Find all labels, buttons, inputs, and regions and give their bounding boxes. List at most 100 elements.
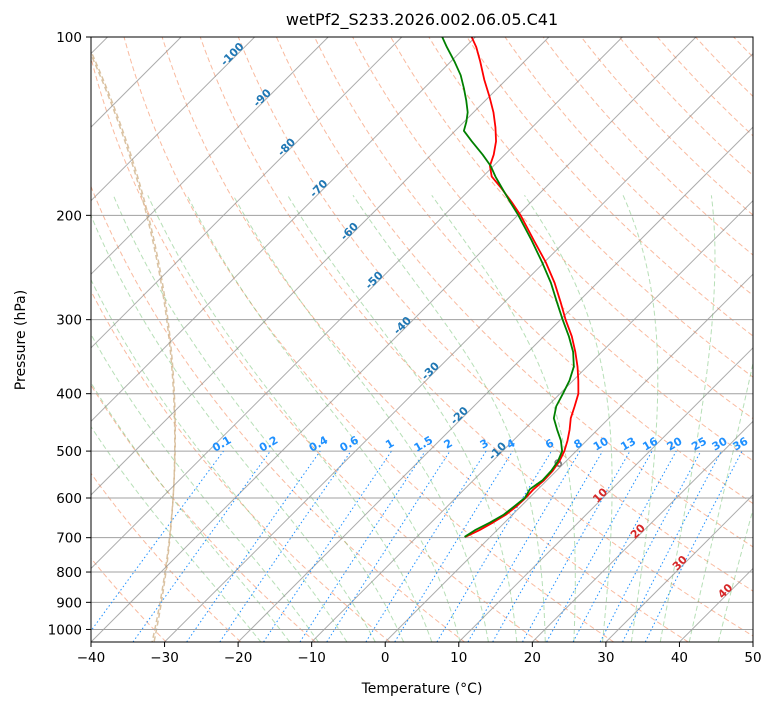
x-tick-label: 30 — [597, 650, 614, 666]
x-tick-label: 20 — [524, 650, 541, 666]
x-tick-label: 0 — [381, 650, 390, 666]
moist-adiabat — [91, 381, 291, 642]
isotherm — [91, 37, 403, 349]
mixing-ratio-line — [522, 450, 631, 642]
plot-frame — [90, 36, 754, 643]
x-tick-label: −30 — [150, 650, 179, 666]
dry-adiabat — [91, 557, 167, 642]
isotherm-label: -30 — [419, 359, 442, 382]
isotherm — [91, 37, 550, 496]
dry-adiabat — [91, 384, 316, 642]
y-tick-label: 1000 — [48, 622, 82, 638]
isotherm — [237, 126, 753, 642]
y-tick-label: 300 — [56, 313, 82, 329]
mixing-ratio-labels: 0.1 0.2 0.4 0.6 1 1.5 2 3 4 6 8 10 13 16 20 25 30 36 — [210, 433, 750, 454]
moist-adiabat — [717, 507, 753, 642]
isotherm-label: -20 — [448, 404, 471, 427]
sounding-profiles — [441, 37, 580, 538]
moist-adiabat — [147, 195, 433, 642]
dry-adiabat — [428, 37, 753, 378]
dry-adiabat — [390, 37, 753, 420]
mixing-ratio-label: 6 — [543, 436, 556, 451]
x-tick-label: −20 — [224, 650, 253, 666]
mixing-ratio-line — [263, 450, 392, 642]
dry-adiabat — [161, 37, 689, 642]
dry-adiabat — [275, 37, 753, 548]
moist-adiabat — [91, 333, 319, 642]
isotherm — [311, 199, 753, 642]
y-tick-label: 400 — [56, 387, 82, 403]
y-tick-label: 500 — [56, 444, 82, 460]
moist-adiabat — [232, 195, 489, 642]
isotherm-label: -40 — [391, 314, 414, 337]
isotherm — [531, 420, 753, 642]
isotherm — [91, 37, 476, 423]
moist-adiabat — [659, 195, 716, 642]
isotherm-label: -80 — [275, 135, 298, 158]
isotherm-label: -50 — [362, 269, 385, 292]
y-tick-label: 700 — [56, 531, 82, 547]
isotherm — [91, 37, 256, 202]
dry-adiabat — [657, 37, 753, 137]
isotherm-label: 20 — [628, 521, 648, 541]
isotherm — [458, 347, 753, 642]
mixing-ratio-line — [299, 450, 426, 642]
isotherm — [752, 641, 753, 642]
dry-adiabat — [237, 37, 753, 592]
mixing-ratio-line — [186, 450, 321, 642]
moist-adiabat — [524, 195, 613, 642]
y-tick-label: 800 — [56, 565, 82, 581]
dry-adiabat — [733, 37, 753, 58]
dry-adiabat — [542, 37, 753, 256]
x-tick-label: −40 — [77, 650, 106, 666]
mixing-ratio-line — [394, 450, 514, 642]
dry-adiabat — [91, 472, 242, 642]
y-tick-label: 100 — [56, 30, 82, 46]
y-tick-label: 900 — [56, 595, 82, 611]
x-tick-label: 50 — [744, 650, 761, 666]
dry-adiabat — [91, 185, 465, 642]
isotherm-label: -90 — [251, 86, 274, 109]
y-axis: 100 200 300 400 500 600 700 800 900 1000 — [48, 30, 91, 638]
temperature-profile — [464, 37, 580, 538]
background-lines — [91, 37, 753, 642]
isotherm — [384, 273, 753, 642]
y-tick-label: 200 — [56, 208, 82, 224]
dry-adiabat — [314, 37, 753, 505]
dry-adiabat — [695, 37, 753, 98]
x-tick-label: 10 — [450, 650, 467, 666]
x-tick-label: 40 — [671, 650, 688, 666]
dry-adiabat — [199, 37, 753, 637]
moist-adiabat — [688, 360, 753, 642]
mixing-ratio-line — [546, 450, 653, 642]
dewpoint-profile — [441, 37, 575, 538]
isotherm-label: 40 — [715, 581, 735, 601]
moist-adiabat — [287, 195, 518, 642]
isotherm — [605, 494, 753, 642]
isotherm — [91, 37, 623, 570]
moist-adiabat — [112, 195, 405, 642]
mixing-ratio-line — [436, 450, 552, 642]
x-tick-label: −10 — [297, 650, 326, 666]
isotherm — [164, 52, 753, 642]
mixing-ratio-line — [132, 450, 271, 642]
isotherm-label: -100 — [218, 40, 247, 69]
isotherm — [91, 37, 329, 275]
moist-adiabat — [91, 278, 348, 642]
dry-adiabat — [91, 290, 391, 642]
mixing-ratio-label: 2 — [442, 437, 455, 452]
moist-adiabat — [186, 195, 461, 642]
dry-adiabat — [91, 55, 540, 642]
mixing-ratio-line — [622, 450, 722, 642]
x-axis-label: Temperature (°C) — [361, 681, 483, 697]
dry-adiabat — [123, 37, 614, 642]
mixing-ratio-line — [326, 450, 451, 642]
y-axis-label: Pressure (hPa) — [13, 290, 29, 390]
mixing-ratio-label: 1 — [383, 437, 396, 452]
dry-adiabat — [504, 37, 753, 296]
mixing-ratio-line — [572, 450, 677, 642]
mixing-ratio-line — [91, 450, 224, 632]
moist-adiabat — [91, 214, 376, 642]
isotherm — [91, 37, 697, 642]
